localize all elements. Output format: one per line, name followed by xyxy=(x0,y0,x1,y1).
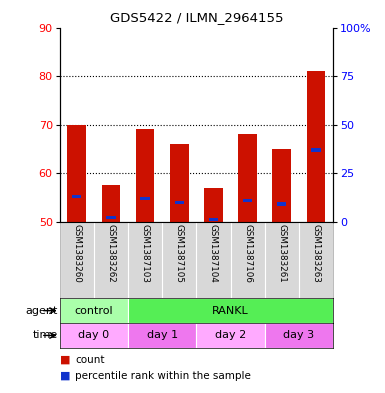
Text: ■: ■ xyxy=(60,371,70,381)
Bar xyxy=(102,185,121,222)
Text: GSM1387105: GSM1387105 xyxy=(175,224,184,283)
Text: GSM1383260: GSM1383260 xyxy=(72,224,81,283)
Text: time: time xyxy=(32,331,58,340)
Bar xyxy=(243,198,252,202)
Bar xyxy=(106,216,115,219)
Bar xyxy=(141,196,150,200)
Bar xyxy=(60,323,128,348)
Text: GSM1387104: GSM1387104 xyxy=(209,224,218,283)
Bar xyxy=(170,144,189,222)
Bar xyxy=(60,298,128,323)
Bar xyxy=(265,323,333,348)
Bar xyxy=(272,149,291,222)
Text: GSM1387106: GSM1387106 xyxy=(243,224,252,283)
Text: day 1: day 1 xyxy=(147,331,178,340)
Bar xyxy=(311,148,321,152)
Text: GSM1383262: GSM1383262 xyxy=(106,224,115,283)
Text: day 0: day 0 xyxy=(78,331,109,340)
Bar xyxy=(209,218,218,221)
Text: RANKL: RANKL xyxy=(212,306,249,316)
Text: GSM1387103: GSM1387103 xyxy=(141,224,150,283)
Text: count: count xyxy=(75,354,105,365)
Bar xyxy=(72,195,82,198)
Text: agent: agent xyxy=(25,306,58,316)
Bar xyxy=(196,323,264,348)
Bar xyxy=(277,202,286,206)
Bar xyxy=(238,134,257,222)
Title: GDS5422 / ILMN_2964155: GDS5422 / ILMN_2964155 xyxy=(110,11,283,24)
Bar xyxy=(128,298,333,323)
Text: percentile rank within the sample: percentile rank within the sample xyxy=(75,371,251,381)
Bar xyxy=(128,323,196,348)
Text: ■: ■ xyxy=(60,354,70,365)
Bar xyxy=(174,200,184,204)
Bar xyxy=(67,125,86,222)
Text: GSM1383261: GSM1383261 xyxy=(277,224,286,283)
Bar xyxy=(204,188,223,222)
Text: GSM1383263: GSM1383263 xyxy=(311,224,320,283)
Bar xyxy=(306,71,325,222)
Bar xyxy=(136,129,154,222)
Text: day 2: day 2 xyxy=(215,331,246,340)
Text: day 3: day 3 xyxy=(283,331,315,340)
Text: control: control xyxy=(75,306,113,316)
